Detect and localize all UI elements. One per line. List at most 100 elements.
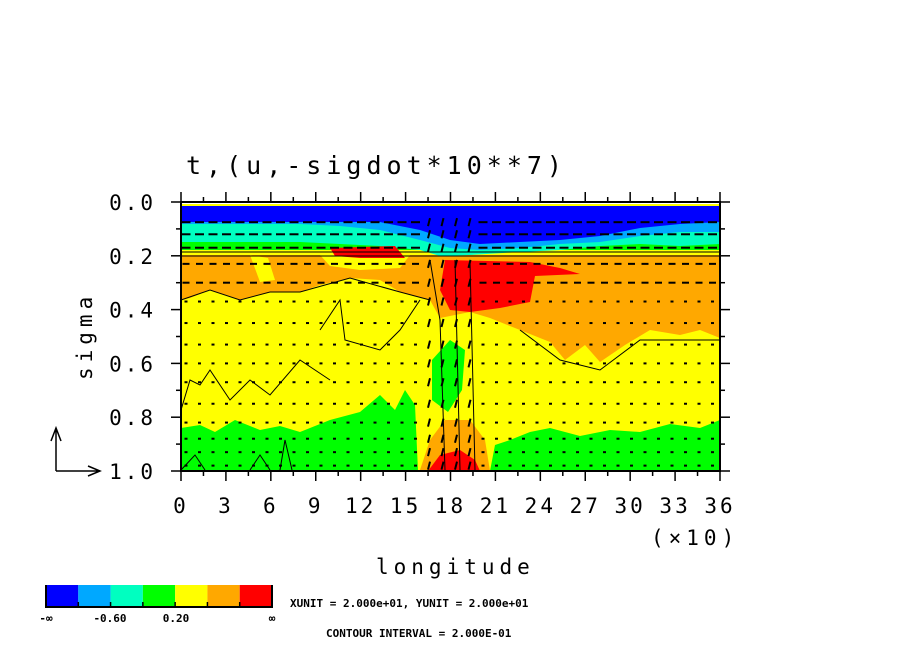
vector-arrow [454, 297, 458, 306]
vector-arrow [467, 297, 472, 306]
vector-arrow [454, 340, 458, 349]
red-region [440, 260, 580, 312]
vector-arrow [454, 461, 458, 470]
yellow-patch [250, 255, 275, 282]
yellow-patch-2 [320, 255, 410, 270]
colorbar-label: -0.60 [93, 612, 126, 625]
x-tick-label: 36 [704, 494, 735, 518]
vector-arrow [440, 297, 445, 306]
colorbar-swatch [78, 585, 111, 607]
y-axis-label: sigma [73, 292, 97, 380]
colorbar-swatch [110, 585, 143, 607]
vector-arrow [454, 399, 458, 408]
vector-arrow [467, 340, 472, 349]
vector-arrow [440, 259, 445, 269]
vector-arrow [427, 217, 431, 227]
contour-line [180, 277, 431, 301]
vector-arrow [427, 461, 431, 470]
vector-arrow [440, 359, 445, 368]
y-tick-label: 0.0 [109, 191, 156, 215]
vector-arrow [427, 399, 431, 408]
axes: 0 3 6 9 12 15 18 21 24 27 30 33 360.00.20.40.60.81.0 [109, 191, 735, 518]
vector-arrow [440, 230, 445, 239]
vector-arrow [427, 340, 431, 349]
vector-arrow [440, 418, 445, 427]
y-tick-label: 0.6 [109, 352, 156, 376]
vector-arrow [427, 418, 431, 427]
colorbar-frame [45, 585, 273, 608]
colorbar-label: 0.20 [163, 612, 190, 625]
x-tick-label: 0 [173, 494, 189, 518]
vector-arrow [454, 447, 458, 457]
vector-arrow [467, 217, 472, 227]
y-tick-label: 1.0 [109, 460, 156, 484]
vector-arrow [427, 297, 431, 306]
x-tick-label: 15 [390, 494, 421, 518]
x-tick-label: 27 [570, 494, 601, 518]
contour-line [180, 359, 331, 411]
vector-arrow [440, 377, 445, 387]
vector-arrow [454, 377, 458, 387]
vector-arrow [467, 278, 472, 287]
vector-arrow [454, 318, 458, 328]
vector-arrow [467, 461, 472, 470]
colorbar-swatch [175, 585, 208, 607]
colorbar: -∞ -0.60 0.20 ∞ [39, 585, 276, 625]
vector-arrow [467, 418, 472, 427]
vector-arrow [427, 434, 431, 443]
vector-arrows [181, 217, 717, 470]
colorbar-swatch [142, 585, 176, 607]
x-axis-multiplier: (×10) [651, 526, 739, 550]
reference-vector [50, 425, 102, 477]
vector-arrow [427, 278, 431, 287]
y-tick-label: 0.2 [109, 245, 156, 269]
contour-line [181, 251, 720, 257]
vector-arrow [467, 243, 472, 252]
vector-arrow [467, 399, 472, 408]
x-tick-label: 18 [435, 494, 466, 518]
vector-arrow [467, 434, 472, 443]
vector-arrow [440, 461, 445, 470]
vector-arrow [427, 377, 431, 387]
contour-fills [181, 204, 720, 471]
colorbar-swatch [46, 585, 79, 607]
vector-arrow [454, 434, 458, 443]
x-tick-label: 24 [525, 494, 556, 518]
vector-arrow [454, 259, 458, 269]
x-tick-label: 33 [659, 494, 690, 518]
contour-interval-text: CONTOUR INTERVAL = 2.000E-01 [326, 627, 512, 640]
vector-arrow [454, 359, 458, 368]
vector-arrow [467, 359, 472, 368]
vector-arrow [440, 340, 445, 349]
green-blob [432, 340, 465, 412]
x-tick-label: 3 [218, 494, 234, 518]
vector-arrow [454, 230, 458, 239]
vector-arrow [440, 243, 445, 252]
vector-arrow [467, 230, 472, 239]
vector-arrow [454, 243, 458, 252]
unit-text: XUNIT = 2.000e+01, YUNIT = 2.000e+01 [290, 597, 529, 610]
x-tick-label: 30 [615, 494, 646, 518]
vector-arrow [440, 434, 445, 443]
orange-lower [420, 420, 490, 471]
vector-arrow [427, 447, 431, 457]
x-tick-label: 12 [345, 494, 376, 518]
vector-arrow [427, 359, 431, 368]
vector-arrow [427, 259, 431, 269]
colorbar-label: ∞ [269, 612, 276, 625]
colorbar-swatch [207, 585, 240, 607]
vector-arrow [427, 318, 431, 328]
y-tick-label: 0.4 [109, 299, 156, 323]
vector-arrow [467, 318, 472, 328]
colorbar-swatch [239, 585, 272, 607]
blue-band [181, 206, 720, 244]
vector-arrow [427, 230, 431, 239]
vector-arrow [440, 447, 445, 457]
green-lower-left [181, 390, 418, 471]
contour-line [519, 329, 720, 371]
vector-arrow [454, 418, 458, 427]
vector-arrow [440, 318, 445, 328]
x-tick-label: 6 [263, 494, 279, 518]
vector-arrow [467, 259, 472, 269]
